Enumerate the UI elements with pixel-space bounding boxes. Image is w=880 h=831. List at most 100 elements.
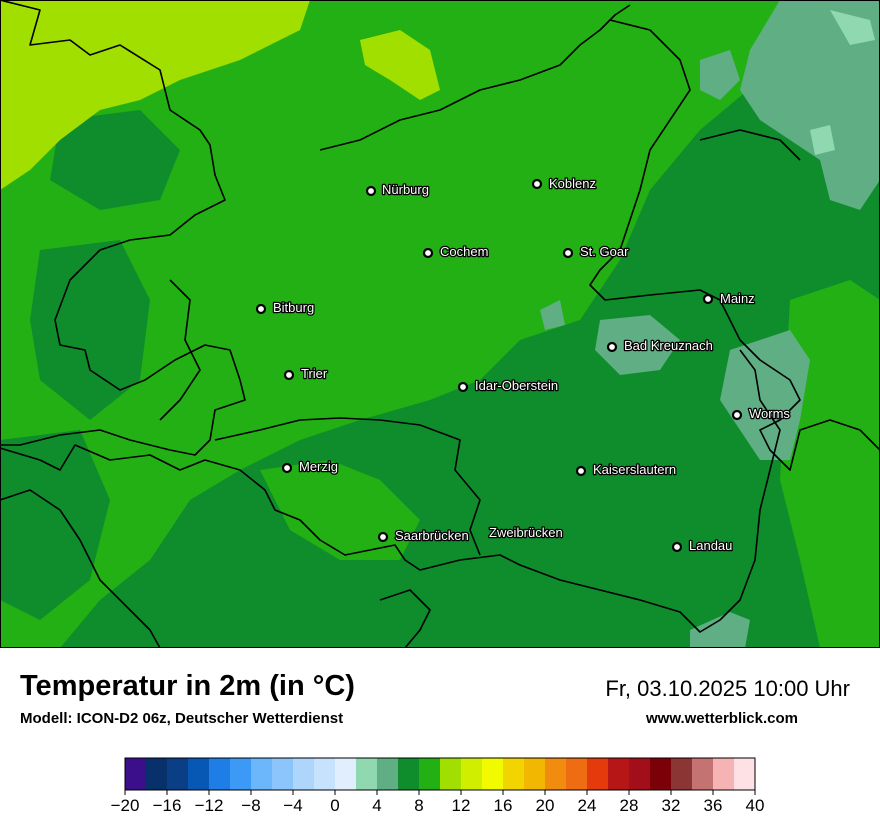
city-saarbrucken[interactable]: Saarbrücken bbox=[377, 527, 470, 544]
state-border bbox=[739, 339, 880, 471]
legend-tick-label: 24 bbox=[578, 796, 597, 815]
legend-color-swatch bbox=[671, 758, 693, 790]
legend-tick-label: 0 bbox=[330, 796, 339, 815]
state-border bbox=[159, 279, 201, 421]
legend-tick-label: 12 bbox=[452, 796, 471, 815]
city-worms[interactable]: Worms bbox=[731, 405, 792, 422]
legend-color-swatch bbox=[629, 758, 651, 790]
svg-text:Idar-Oberstein: Idar-Oberstein bbox=[475, 378, 558, 393]
map-title: Temperatur in 2m (in °C) bbox=[20, 670, 355, 702]
legend-color-swatch bbox=[125, 758, 147, 790]
temperature-zone-6-8 bbox=[740, 0, 880, 210]
legend-color-swatch bbox=[692, 758, 714, 790]
svg-text:Saarbrücken: Saarbrücken bbox=[395, 528, 469, 543]
city-cochem[interactable]: Cochem bbox=[422, 243, 490, 260]
state-border bbox=[379, 589, 431, 648]
temperature-zone-8-10 bbox=[50, 110, 180, 210]
legend-tick-label: −12 bbox=[195, 796, 224, 815]
legend-frame bbox=[124, 757, 756, 791]
temperature-zone-8-10 bbox=[0, 430, 110, 620]
city-markers: Nürburg Koblenz Cochem St. Goar Bitburg … bbox=[255, 175, 792, 554]
temperature-zone-12-14 bbox=[360, 30, 440, 100]
legend-color-swatch bbox=[293, 758, 315, 790]
legend-tick-label: 8 bbox=[414, 796, 423, 815]
state-border bbox=[319, 4, 631, 151]
city-mainz[interactable]: Mainz bbox=[702, 290, 756, 307]
city-bad-kreuznach[interactable]: Bad Kreuznach bbox=[606, 337, 714, 354]
svg-text:Bad Kreuznach: Bad Kreuznach bbox=[624, 338, 713, 353]
legend-tick-label: −8 bbox=[241, 796, 260, 815]
state-border bbox=[699, 129, 801, 161]
national-border bbox=[0, 0, 246, 456]
city-idar-oberstein[interactable]: Idar-Oberstein bbox=[457, 377, 559, 394]
legend-color-swatch bbox=[209, 758, 231, 790]
state-border bbox=[214, 417, 481, 556]
svg-text:Landau: Landau bbox=[689, 538, 732, 553]
svg-text:Koblenz: Koblenz bbox=[549, 176, 596, 191]
state-border bbox=[0, 489, 161, 648]
legend-tick-label: 28 bbox=[620, 796, 639, 815]
temperature-zone-4-6 bbox=[810, 125, 835, 155]
website-link[interactable]: www.wetterblick.com bbox=[646, 710, 798, 727]
legend-color-swatch bbox=[377, 758, 399, 790]
legend-tick-label: 36 bbox=[704, 796, 723, 815]
legend-color-swatch bbox=[713, 758, 735, 790]
state-border bbox=[589, 19, 741, 341]
legend-color-swatch bbox=[272, 758, 294, 790]
svg-text:Cochem: Cochem bbox=[440, 244, 488, 259]
svg-text:Nürburg: Nürburg bbox=[382, 182, 429, 197]
svg-text:Zweibrücken: Zweibrücken bbox=[489, 525, 563, 540]
legend-color-swatch bbox=[398, 758, 420, 790]
legend-color-swatch bbox=[503, 758, 525, 790]
temperature-zone-6-8 bbox=[595, 315, 680, 375]
city-koblenz[interactable]: Koblenz bbox=[531, 175, 597, 192]
temperature-zone-8-10 bbox=[30, 240, 150, 420]
legend-color-swatch bbox=[440, 758, 462, 790]
svg-text:Mainz: Mainz bbox=[720, 291, 755, 306]
legend-color-swatch bbox=[188, 758, 210, 790]
legend-color-swatch bbox=[608, 758, 630, 790]
temperature-map[interactable]: Nürburg Koblenz Cochem St. Goar Bitburg … bbox=[0, 0, 880, 648]
svg-text:Bitburg: Bitburg bbox=[273, 300, 314, 315]
legend-tick-label: 40 bbox=[746, 796, 765, 815]
legend-tick-label: 32 bbox=[662, 796, 681, 815]
legend-color-swatch bbox=[566, 758, 588, 790]
legend-color-swatch bbox=[251, 758, 273, 790]
legend-color-swatch bbox=[146, 758, 168, 790]
legend-color-swatch bbox=[230, 758, 252, 790]
legend-color-swatch bbox=[587, 758, 609, 790]
temperature-zone-12-14 bbox=[0, 0, 310, 190]
temperature-zone-6-8 bbox=[540, 300, 565, 330]
legend-color-swatch bbox=[650, 758, 672, 790]
model-caption: Modell: ICON-D2 06z, Deutscher Wetterdie… bbox=[20, 710, 344, 727]
legend-color-swatch bbox=[167, 758, 189, 790]
city-trier[interactable]: Trier bbox=[283, 365, 329, 382]
city-landau[interactable]: Landau bbox=[671, 537, 734, 554]
city-nurburg[interactable]: Nürburg bbox=[365, 181, 430, 198]
city-bitburg[interactable]: Bitburg bbox=[255, 299, 316, 316]
temperature-zone-6-8 bbox=[720, 330, 810, 460]
legend-color-swatch bbox=[524, 758, 546, 790]
legend-tick-label: −16 bbox=[153, 796, 182, 815]
legend-color-swatch bbox=[482, 758, 504, 790]
svg-text:Trier: Trier bbox=[301, 366, 328, 381]
legend-tick-label: 20 bbox=[536, 796, 555, 815]
legend-color-swatch bbox=[356, 758, 378, 790]
legend-color-swatch bbox=[335, 758, 357, 790]
city-merzig[interactable]: Merzig bbox=[281, 458, 339, 475]
svg-text:Kaiserslautern: Kaiserslautern bbox=[593, 462, 676, 477]
legend-tick-label: 4 bbox=[372, 796, 381, 815]
color-legend: −20 −16 −12 −8 −4 0 4 8 12 16 20 24 28 32 36 40 bbox=[110, 756, 770, 826]
legend-color-swatch bbox=[419, 758, 441, 790]
svg-text:Worms: Worms bbox=[749, 406, 790, 421]
temperature-zone-6-8 bbox=[700, 50, 740, 100]
legend-tick-label: −20 bbox=[111, 796, 140, 815]
city-st-goar[interactable]: St. Goar bbox=[562, 243, 630, 260]
legend-color-swatch bbox=[734, 758, 756, 790]
legend-color-swatch bbox=[545, 758, 567, 790]
city-kaiserslautern[interactable]: Kaiserslautern bbox=[575, 461, 677, 478]
temperature-zone-10-12 bbox=[150, 150, 450, 420]
temperature-zone-4-6 bbox=[830, 10, 875, 45]
temperature-zone-6-8 bbox=[690, 612, 750, 648]
city-zweibrucken: Zweibrücken bbox=[488, 524, 564, 542]
